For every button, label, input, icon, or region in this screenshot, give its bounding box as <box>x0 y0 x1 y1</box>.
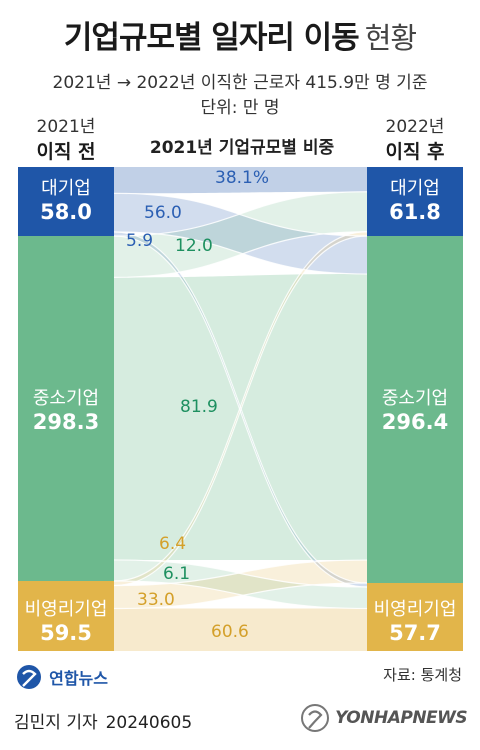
flow-edge-sme-large-1 <box>113 231 368 279</box>
right-year: 2022년 <box>385 117 445 137</box>
flow-edges <box>113 191 368 610</box>
flow-sme-sme <box>114 274 367 561</box>
right-column-header: 2022년 이직 후 <box>367 112 463 164</box>
yonhap-logo-text: 연합뉴스 <box>49 669 108 688</box>
left-node-large <box>18 167 114 236</box>
middle-column-header: 2021년 기업규모별 비중 <box>149 138 335 158</box>
flow-sme-large <box>114 191 367 278</box>
yonhap-logo: 연합뉴스 <box>16 664 108 690</box>
title: 기업규모별 일자리 이동 현황 <box>0 12 480 57</box>
flow-edge-nonprofit-large-1 <box>113 235 368 587</box>
left-node-label-sme: 중소기업 298.3 <box>32 388 100 434</box>
flow-edge-sme-nonprofit-1 <box>113 580 368 610</box>
flow-edge-sme-nonprofit-0 <box>113 559 368 588</box>
flow-edge-nonprofit-sme-1 <box>113 582 368 610</box>
left-node-sme <box>18 236 114 581</box>
flow-edge-sme-large-0 <box>113 191 368 237</box>
left-column-header: 2021년 이직 전 <box>18 112 114 164</box>
left-node-nonprofit <box>18 581 114 651</box>
reporter: 김민지 기자 <box>14 713 98 733</box>
title-sub: 현황 <box>364 21 417 55</box>
left-label: 이직 전 <box>36 141 96 163</box>
flow-label-nonprofit-large: 6.4 <box>159 534 187 554</box>
flow-label-sme-sme: 81.9 <box>180 397 218 417</box>
flow-edge-nonprofit-sme-0 <box>113 559 368 587</box>
flow-label-nonprofit-sme: 33.0 <box>137 590 175 610</box>
right-label: 이직 후 <box>385 141 445 163</box>
left-node-label-nonprofit: 비영리기업 59.5 <box>24 599 108 645</box>
flow-large-large <box>114 167 367 194</box>
watermark-text: YONHAPNEWS <box>335 708 468 728</box>
watermark: YONHAPNEWS <box>300 703 468 733</box>
unit-label: 단위: 만 명 <box>200 98 280 118</box>
flow-label-sme-nonprofit: 6.1 <box>163 564 191 584</box>
right-node-label-nonprofit: 비영리기업 57.7 <box>373 599 457 645</box>
flow-sme-nonprofit <box>114 559 367 609</box>
flow-edge-nonprofit-large-0 <box>113 231 368 582</box>
flow-label-large-sme: 56.0 <box>144 203 182 223</box>
yonhap-logo-icon <box>17 665 41 689</box>
watermark-logo-icon <box>301 704 329 732</box>
left-year: 2021년 <box>36 117 96 137</box>
left-node-label-large: 대기업 58.0 <box>40 178 92 224</box>
flow-large-sme <box>114 193 367 275</box>
flow-nonprofit-nonprofit <box>114 608 367 651</box>
flow-label-sme-large: 12.0 <box>175 236 213 256</box>
byline: 김민지 기자 20240605 <box>14 708 192 733</box>
source: 자료: 통계청 <box>383 666 462 684</box>
flow-label-large-nonprofit: 5.9 <box>126 231 154 251</box>
subtitle: 2021년 → 2022년 이직한 근로자 415.9만 명 기준 <box>52 73 428 93</box>
date: 20240605 <box>105 713 193 733</box>
right-node-sme <box>367 236 463 583</box>
right-node-large <box>367 167 463 236</box>
flow-label-large-large: 38.1% <box>215 168 270 188</box>
title-main: 기업규모별 일자리 이동 <box>63 20 360 56</box>
flow-label-nonprofit-nonprofit: 60.6 <box>211 622 249 642</box>
right-node-nonprofit <box>367 583 463 651</box>
nodes <box>18 167 463 651</box>
right-node-label-large: 대기업 61.8 <box>389 178 441 224</box>
right-node-label-sme: 중소기업 296.4 <box>381 388 449 434</box>
flow-nonprofit-sme <box>114 560 367 609</box>
